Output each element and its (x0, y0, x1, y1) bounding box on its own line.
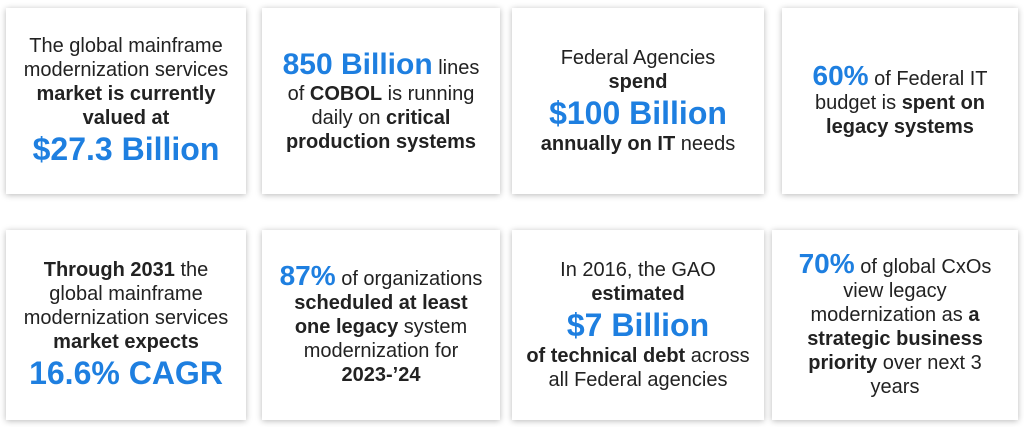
card-text: across all Federal agencies (548, 345, 750, 391)
card-highlight-value: 87% (279, 259, 336, 291)
card-bold-text: market expects (53, 331, 199, 353)
card-bold-text: Through 2031 (43, 259, 175, 281)
stat-card-text: Federal Agencies spend $100 Billion annu… (541, 46, 736, 156)
card-bold-text: of technical debt (526, 345, 686, 367)
stat-card-cxo-priority: 70% of global CxOs view legacy moderniza… (772, 230, 1018, 420)
card-text: lines of (287, 57, 480, 105)
card-highlight-value: 16.6% CAGR (29, 355, 223, 391)
card-highlight-value: 70% (798, 247, 855, 279)
stat-card-text: 60% of Federal IT budget is spent on leg… (794, 61, 1006, 139)
card-bold-text: a strategic business priority (807, 303, 983, 374)
card-text: of organizations (335, 267, 483, 290)
card-bold-text: critical production systems (285, 107, 477, 153)
card-text: of global CxOs view legacy modernization… (810, 255, 992, 326)
stat-card-text: The global mainframe modernization servi… (18, 34, 234, 168)
card-bold-text: estimated (591, 283, 685, 305)
stat-card-text: In 2016, the GAO estimated $7 Billion of… (524, 258, 752, 392)
card-bold-text: market is currently valued at (36, 83, 216, 129)
card-bold-text: spend (608, 71, 668, 93)
card-text: The global mainframe modernization servi… (23, 35, 229, 81)
stat-card-federal-spend: Federal Agencies spend $100 Billion annu… (512, 8, 764, 194)
card-bold-text: annually on IT (540, 133, 676, 155)
card-text: Federal Agencies (560, 47, 716, 69)
stat-card-cobol-lines: 850 Billion lines of COBOL is running da… (262, 8, 500, 194)
card-highlight-value: 850 Billion (282, 48, 433, 81)
card-bold-text: scheduled at least one legacy (294, 291, 468, 338)
card-highlight-value: $100 Billion (549, 95, 727, 131)
stat-card-text: Through 2031 the global mainframe modern… (18, 258, 234, 392)
card-bold-text: spent on legacy systems (826, 91, 986, 138)
card-text: over next 3 years (870, 351, 982, 398)
card-text: needs (675, 133, 736, 155)
card-text: of Federal IT budget is (814, 67, 988, 114)
card-highlight-value: $27.3 Billion (32, 131, 220, 167)
card-highlight-value: $7 Billion (566, 307, 710, 343)
stat-card-legacy-modernization: 87% of organizations scheduled at least … (262, 230, 500, 420)
stat-card-text: 70% of global CxOs view legacy moderniza… (784, 249, 1006, 399)
stat-card-market-cagr: Through 2031 the global mainframe modern… (6, 230, 246, 420)
card-highlight-value: 60% (812, 59, 869, 91)
stat-card-market-value: The global mainframe modernization servi… (6, 8, 246, 194)
stat-card-technical-debt: In 2016, the GAO estimated $7 Billion of… (512, 230, 764, 420)
stat-card-federal-it-budget: 60% of Federal IT budget is spent on leg… (782, 8, 1018, 194)
stat-card-text: 87% of organizations scheduled at least … (274, 261, 488, 387)
card-text: In 2016, the GAO (560, 259, 716, 281)
card-text: is running daily on (311, 83, 475, 129)
card-bold-text: COBOL (309, 83, 383, 105)
card-text: the global mainframe modernization servi… (23, 259, 229, 329)
card-bold-text: 2023-’24 (341, 363, 421, 386)
stat-card-text: 850 Billion lines of COBOL is running da… (274, 48, 488, 154)
card-text: system modernization for (303, 315, 468, 362)
